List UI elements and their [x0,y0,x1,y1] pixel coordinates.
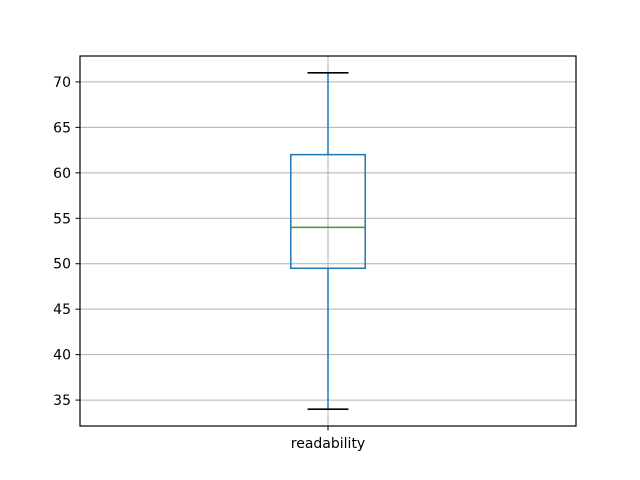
gridline-layer [80,56,576,426]
iqr-box [290,153,366,270]
y-tick-label: 45 [53,302,71,318]
y-tick-label: 70 [53,75,71,91]
axes-layer: 35 40 45 50 55 60 65 70 [53,55,577,431]
y-tick-label: 35 [53,393,71,409]
boxplot-layer [290,72,366,410]
axes-border [79,55,577,427]
y-tick-label: 65 [53,120,71,136]
y-tick-label: 50 [53,257,71,273]
x-tick-label: readability [291,436,365,452]
y-tick-label: 40 [53,348,71,364]
y-tick-label: 60 [53,166,71,182]
y-tick-label: 55 [53,211,71,227]
